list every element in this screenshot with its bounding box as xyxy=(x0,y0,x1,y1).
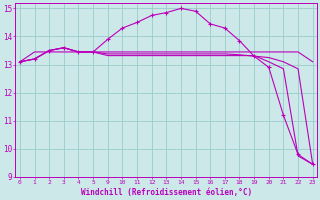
X-axis label: Windchill (Refroidissement éolien,°C): Windchill (Refroidissement éolien,°C) xyxy=(81,188,252,197)
